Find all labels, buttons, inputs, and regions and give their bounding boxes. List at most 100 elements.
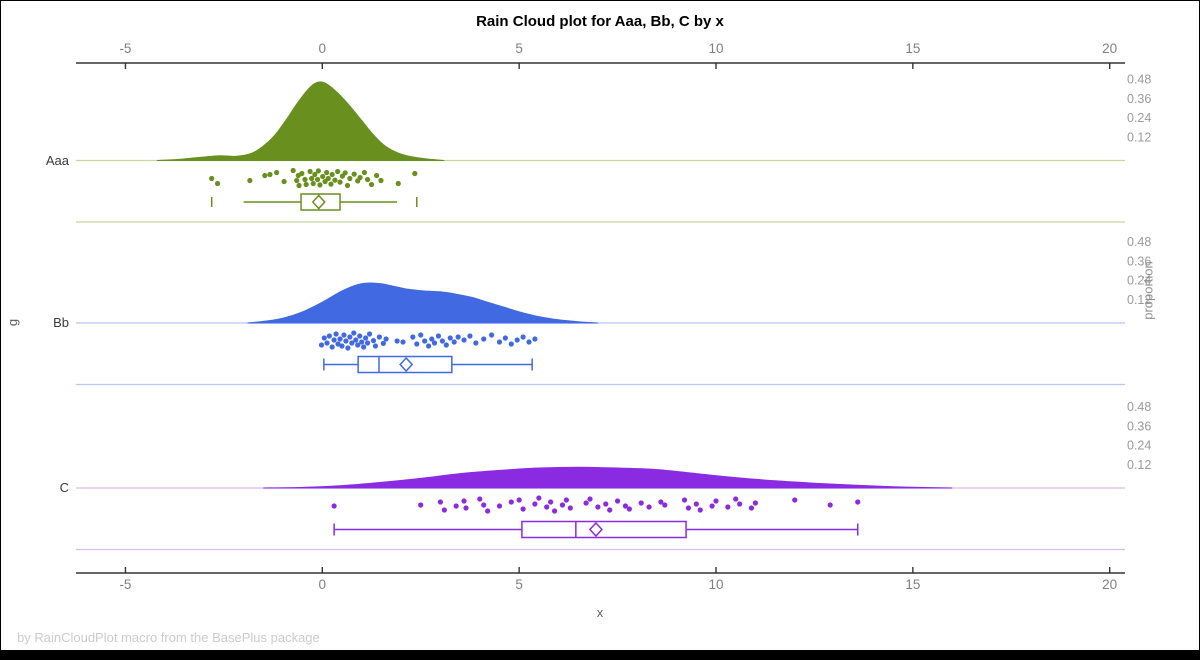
proportion-tick-label-aaa: 0.24 (1127, 111, 1151, 125)
rain-point-c (418, 502, 424, 508)
rain-point-aaa (290, 167, 296, 174)
rain-point-c (855, 499, 861, 505)
rain-point-aaa (337, 179, 343, 185)
rain-point-aaa (303, 181, 309, 188)
rain-point-bb (508, 341, 514, 347)
rain-point-aaa (310, 180, 316, 187)
proportion-tick-label-c: 0.24 (1127, 439, 1151, 453)
rain-point-aaa (324, 169, 330, 176)
rain-point-c (693, 501, 699, 507)
rain-point-c (559, 502, 566, 508)
x-tick-label-top: 0 (319, 41, 327, 56)
rain-point-bb (351, 330, 357, 336)
rain-point-c (662, 502, 668, 508)
rain-point-aaa (364, 176, 371, 183)
rain-point-bb (414, 341, 420, 347)
rain-point-aaa (395, 180, 401, 187)
proportion-tick-label-bb: 0.24 (1127, 274, 1151, 288)
category-label-aaa: Aaa (45, 153, 69, 168)
rain-point-c (437, 499, 444, 505)
rain-point-bb (526, 339, 532, 345)
rain-point-bb (363, 335, 369, 341)
rain-point-c (508, 499, 514, 505)
rain-point-c (607, 507, 613, 513)
rain-point-aaa (351, 171, 357, 177)
rain-point-bb (345, 345, 351, 351)
density-cloud-c (263, 466, 953, 489)
rain-point-bb (359, 339, 365, 345)
rain-point-c (481, 502, 487, 508)
rain-point-bb (357, 333, 363, 339)
rain-point-bb (496, 339, 503, 345)
rain-point-c (544, 504, 550, 510)
proportion-tick-label-bb: 0.48 (1127, 235, 1151, 249)
rain-point-c (733, 496, 739, 502)
rain-point-c (516, 497, 522, 503)
rain-point-bb (435, 333, 442, 339)
rain-point-bb (380, 340, 386, 346)
rain-point-bb (329, 344, 335, 350)
rain-point-bb (439, 338, 445, 344)
proportion-tick-label-aaa: 0.36 (1127, 92, 1151, 106)
rain-point-c (626, 506, 632, 512)
chart-title: Rain Cloud plot for Aaa, Bb, C by x (476, 13, 724, 30)
rain-point-aaa (314, 176, 321, 183)
bottom-bar (1, 650, 1199, 659)
proportion-tick-label-bb: 0.36 (1127, 254, 1151, 268)
rain-point-bb (349, 340, 355, 346)
rain-point-c (792, 497, 798, 503)
rain-point-bb (370, 338, 377, 344)
mean-diamond-bb (399, 356, 414, 373)
rain-point-aaa (325, 175, 331, 182)
x-tick-label-bottom: -5 (119, 577, 131, 592)
rain-point-aaa (368, 181, 375, 188)
rain-point-aaa (281, 178, 287, 185)
rain-point-aaa (357, 174, 363, 181)
rain-point-aaa (335, 168, 341, 175)
rain-point-c (485, 508, 491, 514)
rain-point-c (441, 507, 447, 513)
category-label-bb: Bb (53, 315, 69, 330)
y-axis-title: g (5, 318, 21, 327)
rain-point-aaa (209, 175, 215, 182)
rain-point-c (622, 503, 629, 509)
rain-point-aaa (361, 169, 368, 176)
proportion-tick-label-c: 0.12 (1127, 458, 1151, 472)
rain-point-bb (361, 344, 367, 350)
rain-point-bb (410, 334, 416, 340)
proportion-tick-label-aaa: 0.48 (1127, 73, 1151, 87)
rain-point-c (477, 496, 483, 502)
rain-point-c (496, 503, 503, 509)
rain-point-aaa (247, 177, 253, 184)
rain-point-c (713, 498, 719, 504)
x-axis-title: x (596, 605, 604, 620)
rain-point-aaa (347, 175, 353, 182)
rain-point-bb (461, 337, 467, 343)
category-label-c: C (59, 480, 69, 495)
rain-point-c (595, 504, 601, 510)
rain-point-bb (318, 342, 325, 348)
rain-point-bb (341, 332, 347, 338)
rain-point-bb (347, 334, 353, 340)
rain-point-c (551, 508, 558, 514)
rain-point-bb (331, 337, 337, 343)
rain-point-aaa (309, 175, 315, 182)
rain-point-aaa (378, 177, 384, 184)
rain-point-c (583, 500, 589, 506)
rain-point-bb (481, 336, 487, 342)
rain-point-aaa (344, 182, 351, 189)
rain-point-bb (520, 334, 526, 340)
rain-point-aaa (328, 181, 334, 187)
x-tick-label-top: 10 (708, 41, 723, 56)
rain-point-c (603, 501, 609, 507)
rain-point-aaa (307, 168, 313, 175)
rain-point-bb (335, 341, 341, 347)
rain-point-aaa (412, 170, 418, 177)
rain-point-bb (447, 335, 453, 341)
x-tick-label-bottom: 0 (319, 577, 327, 592)
rain-point-c (827, 502, 833, 508)
rain-point-bb (443, 342, 449, 348)
rain-point-bb (337, 336, 343, 342)
x-tick-label-bottom: 20 (1102, 577, 1117, 592)
